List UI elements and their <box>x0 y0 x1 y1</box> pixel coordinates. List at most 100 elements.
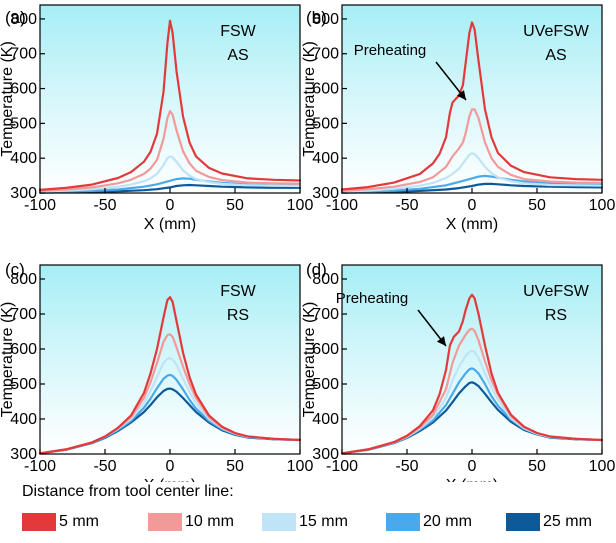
y-axis-label: Temperature (K) <box>0 41 16 157</box>
preheating-arrowhead <box>456 90 466 100</box>
legend-swatch <box>506 513 540 531</box>
x-tick-label: -50 <box>395 458 418 475</box>
y-tick-label: 300 <box>10 185 37 202</box>
plot-background <box>342 5 602 193</box>
x-tick-label: 0 <box>468 197 477 214</box>
legend-label: 20 mm <box>423 513 472 530</box>
panel-label: (a) <box>5 8 26 27</box>
x-tick-label: -50 <box>93 197 116 214</box>
x-tick-label: 50 <box>528 197 546 214</box>
x-tick-label: 100 <box>589 197 616 214</box>
x-tick-label: -100 <box>326 197 358 214</box>
x-tick-label: 0 <box>166 197 175 214</box>
preheating-annotation: Preheating <box>354 42 427 59</box>
y-tick-label: 700 <box>10 46 37 63</box>
y-tick-label: 500 <box>312 115 339 132</box>
series-line <box>38 296 302 455</box>
process-annotation: AS <box>545 47 566 64</box>
series-line <box>38 19 302 191</box>
process-annotation: FSW <box>220 283 256 300</box>
legend: Distance from tool center line: 5 mm 10 … <box>0 483 616 543</box>
series-line <box>340 293 604 455</box>
chart-panel: -100 -50 0 50 100 300 400 500 600 700 800 X (mm) Tem… <box>301 4 616 233</box>
x-tick-label: 50 <box>226 458 244 475</box>
y-tick-label: 600 <box>10 81 37 98</box>
legend-label: 5 mm <box>59 513 99 530</box>
series-line <box>340 21 604 191</box>
panel-label: (b) <box>306 8 327 27</box>
x-tick-label: 100 <box>287 458 314 475</box>
y-tick-label: 700 <box>312 46 339 63</box>
series-line <box>340 152 604 193</box>
x-axis-label: X (mm) <box>144 216 196 233</box>
y-tick-label: 400 <box>10 150 37 167</box>
plot-background <box>40 5 300 193</box>
x-tick-label: 50 <box>528 458 546 475</box>
process-annotation: RS <box>545 307 567 324</box>
series-line <box>340 108 604 192</box>
x-axis-label: X (mm) <box>144 477 196 482</box>
legend-item: 25 mm <box>506 511 592 533</box>
process-annotation: UVeFSW <box>523 23 590 40</box>
preheating-arrowhead <box>436 336 446 346</box>
process-annotation: RS <box>227 307 249 324</box>
process-annotation: UVeFSW <box>523 283 590 300</box>
legend-label: 25 mm <box>543 513 592 530</box>
series-line <box>38 110 302 192</box>
x-tick-label: -50 <box>395 197 418 214</box>
x-tick-label: -100 <box>326 458 358 475</box>
x-axis-label: X (mm) <box>446 216 498 233</box>
legend-item: 10 mm <box>148 511 234 533</box>
x-tick-label: 100 <box>287 197 314 214</box>
legend-item: 5 mm <box>22 511 99 533</box>
x-tick-label: 0 <box>468 458 477 475</box>
panel-label: (d) <box>306 260 327 279</box>
y-tick-label: 800 <box>312 271 339 288</box>
x-tick-label: -50 <box>93 458 116 475</box>
y-tick-label: 400 <box>312 411 339 428</box>
y-tick-label: 700 <box>10 306 37 323</box>
legend-swatch <box>386 513 420 531</box>
chart-panel: -100 -50 0 50 100 300 400 500 600 700 800 X (mm) Tem… <box>0 4 314 233</box>
legend-swatch <box>148 513 182 531</box>
chart-panel: -100 -50 0 50 100 300 400 500 600 700 800 X (mm) Tem… <box>301 260 615 482</box>
y-tick-label: 300 <box>10 446 37 463</box>
y-axis-label: Temperature (K) <box>301 302 318 418</box>
y-tick-label: 500 <box>10 115 37 132</box>
y-tick-label: 400 <box>10 411 37 428</box>
y-tick-label: 600 <box>10 341 37 358</box>
process-annotation: FSW <box>220 23 256 40</box>
y-axis-label: Temperature (K) <box>0 302 16 418</box>
y-axis-label: Temperature (K) <box>301 41 318 157</box>
legend-title: Distance from tool center line: <box>22 483 234 500</box>
y-tick-label: 500 <box>312 376 339 393</box>
y-tick-label: 800 <box>10 11 37 28</box>
plot-background <box>40 265 300 454</box>
y-tick-label: 800 <box>10 271 37 288</box>
x-tick-label: -100 <box>24 197 56 214</box>
panel-label: (c) <box>5 260 25 279</box>
y-tick-label: 500 <box>10 376 37 393</box>
x-tick-label: 100 <box>589 458 616 475</box>
legend-swatch <box>22 513 56 531</box>
y-tick-label: 300 <box>312 446 339 463</box>
process-annotation: AS <box>227 47 248 64</box>
y-tick-label: 600 <box>312 81 339 98</box>
chart-panel: -100 -50 0 50 100 300 400 500 600 700 800 X (mm) Tem… <box>0 260 313 482</box>
legend-items: 5 mm 10 mm 15 mm 20 mm 25 mm <box>22 511 612 533</box>
y-tick-label: 800 <box>312 11 339 28</box>
y-tick-label: 400 <box>312 150 339 167</box>
preheating-annotation: Preheating <box>336 290 409 307</box>
series-line <box>38 155 302 193</box>
x-tick-label: 50 <box>226 197 244 214</box>
y-tick-label: 600 <box>312 341 339 358</box>
y-tick-label: 300 <box>312 185 339 202</box>
legend-item: 15 mm <box>262 511 348 533</box>
x-tick-label: 0 <box>166 458 175 475</box>
x-axis-label: X (mm) <box>446 477 498 482</box>
legend-label: 15 mm <box>299 513 348 530</box>
y-tick-label: 700 <box>312 306 339 323</box>
x-tick-label: -100 <box>24 458 56 475</box>
legend-swatch <box>262 513 296 531</box>
